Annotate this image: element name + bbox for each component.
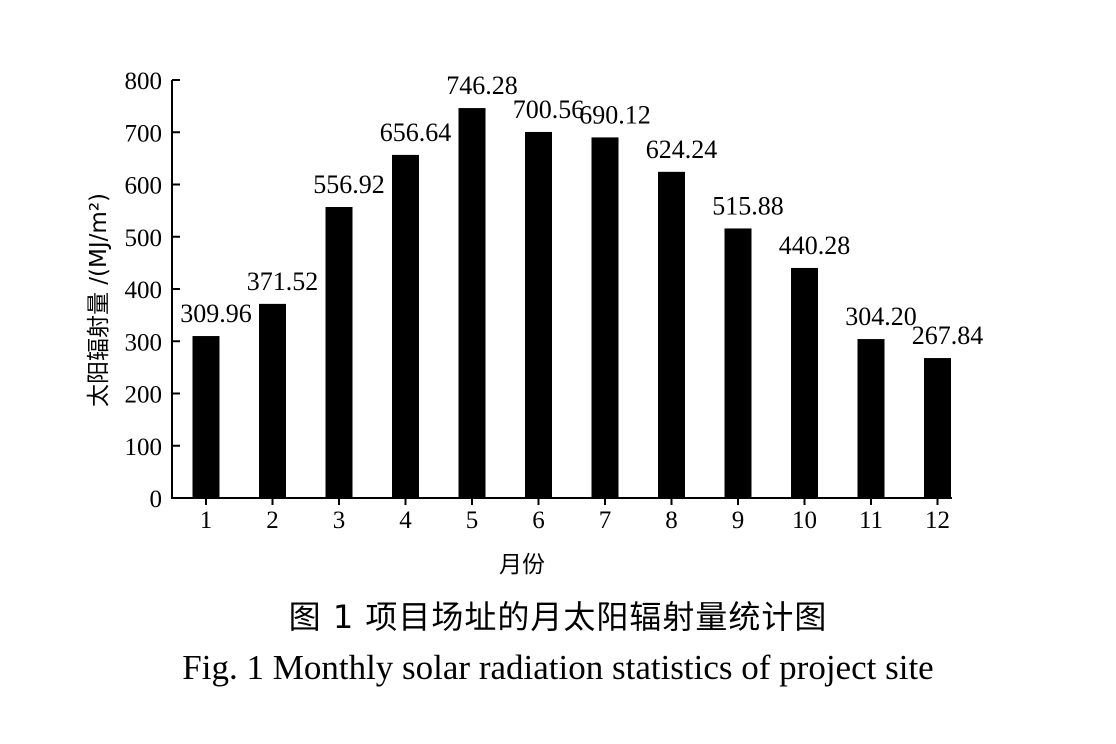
- x-tick-label: 3: [333, 507, 346, 534]
- bars: [192, 108, 951, 499]
- bar-value-label: 656.64: [380, 118, 452, 147]
- x-tick-label: 9: [732, 507, 745, 534]
- bar-value-label: 746.28: [446, 71, 518, 100]
- bar-value-label: 556.92: [313, 170, 385, 199]
- bar: [458, 108, 486, 499]
- bar: [857, 339, 885, 498]
- x-tick-label: 7: [599, 507, 612, 534]
- data-labels: 309.96 371.52 556.92 656.64 746.28700.56690.…: [180, 71, 983, 350]
- bar: [525, 131, 552, 498]
- bar: [791, 267, 818, 498]
- figure-caption-english: Fig. 1 Monthly solar radiation statistic…: [182, 648, 934, 687]
- bar-value-label: 371.52: [247, 267, 319, 296]
- bar-value-label: 309.96: [180, 299, 252, 328]
- x-tick-label: 4: [399, 507, 412, 534]
- y-tick-label: 200: [125, 382, 163, 409]
- bar: [192, 336, 220, 498]
- bar-value-label: 690.12: [579, 100, 651, 129]
- bar: [325, 207, 353, 499]
- bar: [658, 171, 685, 498]
- y-tick-label: 700: [125, 120, 163, 147]
- bar-value-label: 624.24: [646, 135, 718, 164]
- bar-value-label: 304.20: [845, 302, 917, 331]
- bar-value-label: 515.88: [712, 191, 784, 220]
- y-tick-label: 400: [125, 277, 163, 304]
- y-tick-label: 800: [125, 68, 163, 95]
- x-tick-label: 2: [266, 507, 279, 534]
- x-tick-label: 6: [532, 507, 545, 534]
- figure-caption-chinese: 图 1 项目场址的月太阳辐射量统计图: [288, 598, 828, 636]
- x-axis-title: 月份: [499, 552, 545, 578]
- y-axis: 0 100 200 300 400 500 600 700 800: [125, 68, 180, 513]
- y-tick-label: 600: [125, 173, 163, 200]
- bar: [591, 137, 619, 498]
- bar: [924, 358, 951, 498]
- y-axis-title: 太阳辐射量 /(MJ/m²): [86, 193, 112, 407]
- x-tick-label: 10: [792, 507, 817, 534]
- y-tick-label: 500: [125, 225, 163, 252]
- x-tick-label: 11: [859, 507, 883, 534]
- x-tick-label: 12: [925, 507, 950, 534]
- x-tick-label: 8: [665, 507, 678, 534]
- y-tick-label: 100: [125, 434, 163, 461]
- x-tick-label: 5: [466, 507, 479, 534]
- x-tick-label: 1: [200, 507, 213, 534]
- y-tick-label: 0: [150, 486, 163, 513]
- bar: [259, 303, 286, 498]
- y-tick-label: 300: [125, 329, 163, 356]
- bar: [724, 228, 752, 498]
- bar-value-label: 700.56: [513, 95, 585, 124]
- bar-value-label: 267.84: [912, 321, 984, 350]
- x-axis: 1 2 3 4 5 6 7 8 9 10 11 12: [171, 497, 952, 534]
- bar-value-label: 440.28: [779, 231, 851, 260]
- bar: [392, 154, 419, 499]
